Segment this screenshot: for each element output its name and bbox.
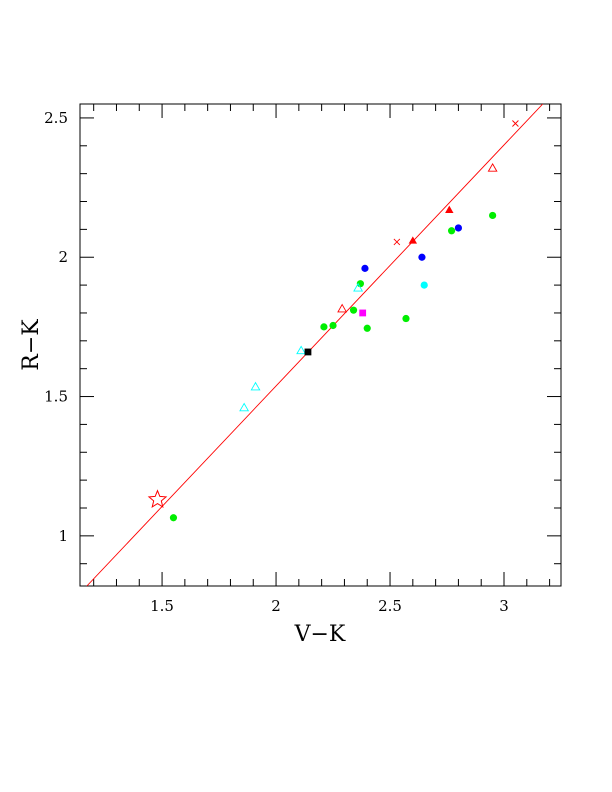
data-point-triangle-open [487, 162, 498, 172]
data-point-triangle [408, 236, 418, 244]
y-tick-label: 1 [58, 527, 68, 545]
x-tick-label: 2 [271, 597, 281, 615]
data-point-triangle-open [296, 345, 307, 355]
data-point-circle [320, 323, 328, 331]
data-point-circle [420, 281, 428, 289]
data-point-square [359, 309, 367, 317]
data-point-triangle-open [239, 402, 250, 412]
x-tick-label: 1.5 [150, 597, 174, 615]
data-point-circle [349, 306, 358, 314]
data-point-square [304, 348, 312, 356]
data-point-circle [329, 321, 337, 330]
x-axis-label: V−K [294, 622, 346, 647]
data-point-star [147, 489, 168, 508]
data-points [147, 120, 519, 522]
y-tick-label: 1.5 [44, 388, 68, 406]
x-tick-label: 3 [499, 597, 509, 615]
fit-line [86, 104, 544, 586]
data-point-circle [356, 280, 364, 288]
data-point-circle [169, 514, 178, 522]
plot-frame [79, 103, 562, 587]
fit-line-group [86, 104, 544, 586]
data-point-circle [489, 211, 497, 220]
data-point-circle [363, 324, 371, 332]
data-point-circle [454, 224, 463, 232]
data-point-cross [393, 238, 401, 246]
data-point-circle [361, 264, 369, 272]
data-point-triangle-open [250, 381, 261, 391]
data-point-triangle [445, 205, 454, 214]
y-tick-label: 2 [58, 248, 68, 266]
data-point-circle [402, 314, 410, 323]
data-point-circle [447, 227, 456, 235]
y-tick-label: 2.5 [44, 109, 68, 127]
data-point-circle [418, 253, 426, 261]
data-point-triangle-open [353, 282, 364, 292]
data-point-triangle-open [337, 303, 348, 313]
x-tick-label: 2.5 [378, 597, 402, 615]
axis-ticks [80, 104, 561, 586]
tick-labels: 1.5 2 2.5 3 1 1.5 2 2.5 [44, 109, 509, 615]
y-axis-label: R−K [19, 319, 44, 371]
data-point-cross [512, 120, 519, 127]
